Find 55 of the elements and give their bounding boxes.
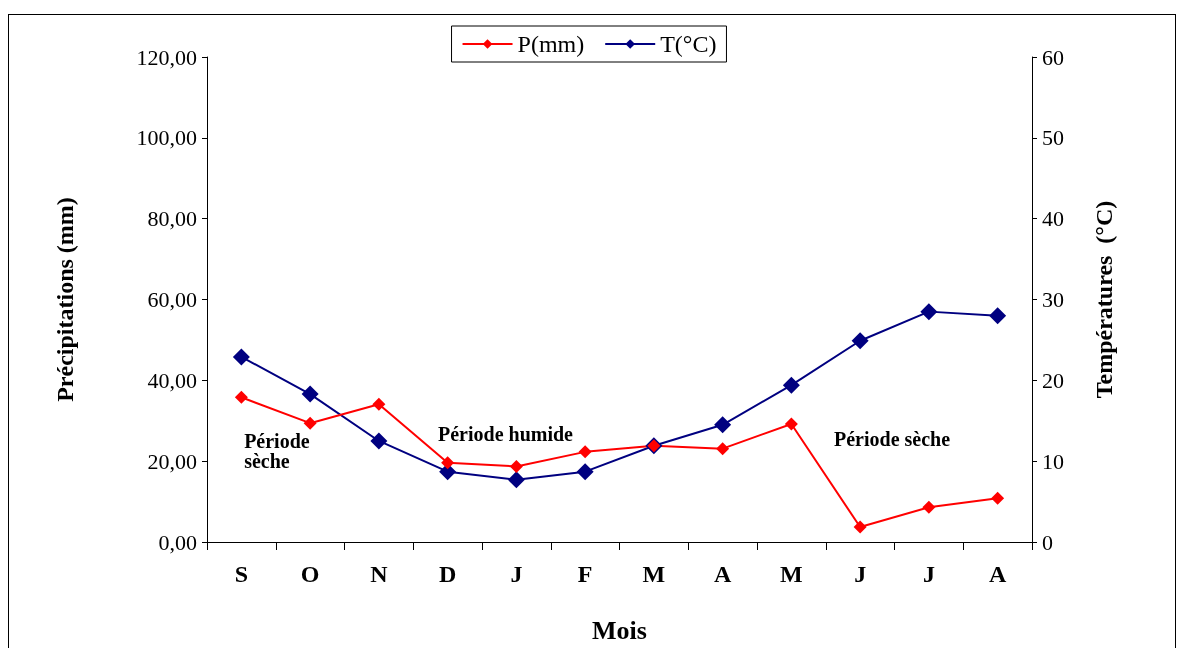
x-tick-label: O (300, 561, 320, 587)
point (372, 397, 386, 411)
x-tick-label: A (713, 561, 732, 587)
x-tick-label: M (642, 561, 666, 587)
legend-label: T(°C) (660, 31, 717, 57)
point (922, 500, 936, 514)
x-tick-label: J (854, 561, 867, 587)
x-tick-label: N (370, 561, 389, 587)
annotation: Période humide (438, 422, 574, 445)
point (576, 463, 594, 481)
point (301, 385, 319, 403)
point (920, 303, 938, 321)
y2-tick-label: 40 (1042, 206, 1064, 232)
point (234, 390, 248, 404)
annotation: Période sèche (244, 430, 310, 473)
x-axis-title: Mois (592, 615, 647, 645)
point (991, 491, 1005, 505)
point (232, 348, 250, 366)
point (851, 332, 869, 350)
annotation: Période sèche (834, 427, 951, 450)
point (303, 416, 317, 430)
point (853, 520, 867, 534)
y-tick-label: 100,00 (136, 125, 197, 151)
y2-tick-label: 30 (1042, 287, 1064, 312)
point (989, 307, 1007, 325)
y2-tick-label: 60 (1042, 44, 1064, 70)
y-axis-title: Précipitations (mm) (52, 197, 78, 402)
legend-label: P(mm) (517, 31, 585, 57)
y-tick-label: 60,00 (147, 287, 197, 312)
x-tick-label: A (988, 561, 1007, 587)
y2-tick-label: 0 (1042, 529, 1053, 555)
point (782, 376, 800, 394)
x-tick-label: F (577, 561, 593, 587)
point (578, 445, 592, 459)
point (507, 471, 525, 489)
point (509, 459, 523, 473)
point (441, 456, 455, 470)
point (370, 432, 388, 450)
x-tick-label: M (780, 561, 803, 587)
x-tick-label: J (510, 561, 523, 587)
y-tick-label: 40,00 (147, 367, 197, 393)
y-tick-label: 0,00 (158, 529, 197, 555)
y-tick-label: 20,00 (147, 448, 197, 474)
x-tick-label: S (234, 561, 249, 587)
point (784, 417, 798, 431)
y-tick-label: 120,00 (136, 44, 197, 70)
x-tick-label: D (438, 561, 457, 587)
y2-tick-label: 50 (1042, 125, 1064, 151)
y2-axis-title: Températures (°C) (1091, 200, 1117, 399)
point (716, 442, 730, 456)
y-tick-label: 80,00 (147, 206, 197, 232)
y2-tick-label: 20 (1042, 367, 1064, 393)
point (714, 416, 732, 434)
x-tick-label: J (922, 561, 935, 587)
y2-tick-label: 10 (1042, 448, 1064, 474)
